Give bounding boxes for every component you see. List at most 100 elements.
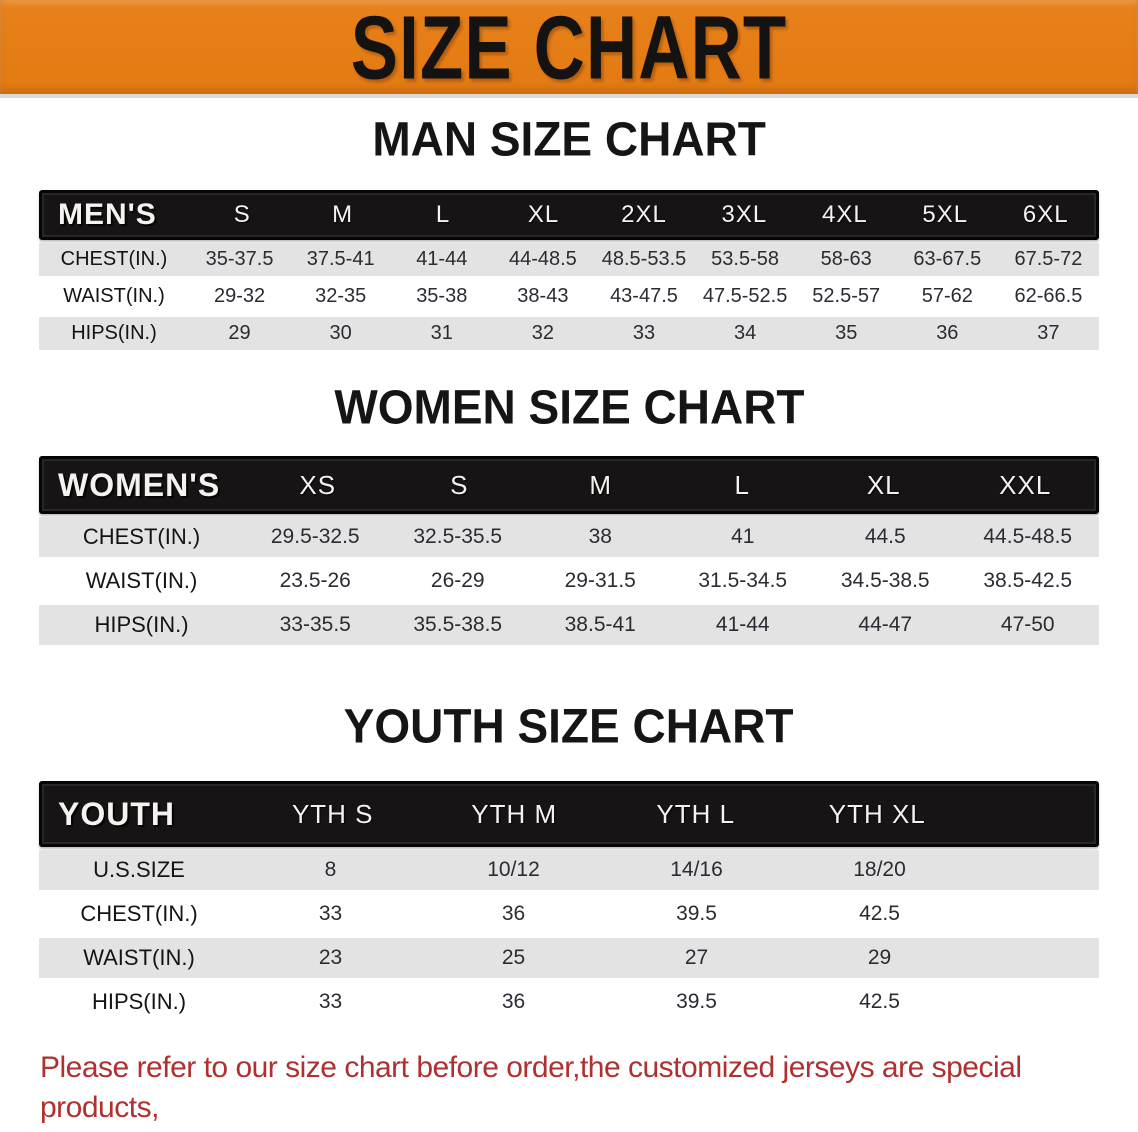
size-value: 36 [501,990,526,1013]
column-header: M [332,201,354,228]
size-value: 47.5-52.5 [702,285,788,307]
row-values: 33-35.5 35.5-38.5 38.5-41 41-44 44-47 47-50 [244,613,1099,637]
table-body: CHEST(IN.) 29.5-32.5 32.5-35.5 38 41 44.5 44.5… [39,517,1099,645]
size-section: WOMEN SIZE CHART WOMEN'S XS S M L XL XXL CHES… [0,381,1138,645]
column-header: 4XL [821,201,868,228]
size-value: 29.5-32.5 [270,525,360,548]
table-header-label: WOMEN'S [58,466,221,503]
column-header: YTH XL [828,798,926,829]
row-label: CHEST(IN.) [82,524,201,549]
row-values: 29.5-32.5 32.5-35.5 38 41 44.5 44.5-48.5 [244,525,1099,549]
size-table: WOMEN'S XS S M L XL XXL CHEST(IN.) 29.5-32.5 32… [39,456,1099,645]
table-header-label: MEN'S [58,198,157,231]
row-label: CHEST(IN.) [80,901,198,926]
row-values: 33 36 39.5 42.5 [239,990,971,1014]
size-value: 37 [1037,322,1060,344]
banner: SIZE CHART [0,0,1138,98]
size-value: 29 [867,946,892,969]
row-label: WAIST(IN.) [85,568,198,593]
size-value: 44-47 [858,613,913,636]
row-values: 33 36 39.5 42.5 [239,902,971,926]
table-row: HIPS(IN.) 33-35.5 35.5-38.5 38.5-41 41-44 44-… [39,605,1099,645]
column-header: XL [866,469,901,500]
size-value: 8 [324,858,337,881]
size-value: 26-29 [430,569,485,592]
row-values: 8 10/12 14/16 18/20 [239,858,971,882]
size-value: 35-38 [416,285,468,307]
disclaimer-line-1: Please refer to our size chart before or… [40,1051,1022,1124]
column-header: XS [299,469,337,500]
column-header: YTH L [656,798,736,829]
table-header-columns: YTH S YTH M YTH L YTH XL [242,799,968,830]
column-header: 6XL [1022,201,1069,228]
size-value: 32.5-35.5 [413,525,503,548]
size-value: 33 [632,322,656,344]
size-section: MAN SIZE CHART MEN'S S M L XL 2XL 3XL 4XL 5XL 6X… [0,114,1138,350]
size-value: 23.5-26 [279,569,351,592]
column-header: XL [527,201,560,228]
size-value: 33 [318,902,343,925]
size-value: 18/20 [853,858,906,881]
size-value: 34.5-38.5 [840,569,930,592]
size-value: 36 [501,902,526,925]
row-label: WAIST(IN.) [63,285,165,307]
column-header: M [589,469,613,500]
column-header: L [734,469,750,500]
size-value: 38 [588,525,612,548]
table-row: CHEST(IN.) 33 36 39.5 42.5 [39,894,1099,934]
column-header: 3XL [721,201,768,228]
size-value: 39.5 [676,990,717,1013]
column-header: 5XL [922,201,969,228]
table-header-label: YOUTH [58,795,175,832]
size-value: 62-66.5 [1014,285,1083,307]
size-value: 30 [329,322,352,344]
row-values: 35-37.5 37.5-41 41-44 44-48.5 48.5-53.5 53.5-… [189,248,1099,271]
size-value: 39.5 [676,902,717,925]
size-section: YOUTH SIZE CHART YOUTH YTH S YTH M YTH L YT… [0,701,1138,1022]
size-value: 47-50 [1000,613,1055,636]
column-header: L [435,201,451,228]
size-value: 33-35.5 [279,613,351,636]
size-value: 44-48.5 [508,248,577,270]
table-header-columns: XS S M L XL XXL [247,470,1096,501]
size-value: 14/16 [670,858,723,881]
column-header: YTH S [291,798,374,829]
size-value: 32-35 [315,285,367,307]
size-value: 52.5-57 [812,285,881,307]
column-header: S [233,201,251,228]
table-row: CHEST(IN.) 29.5-32.5 32.5-35.5 38 41 44.5 44.5… [39,517,1099,557]
column-header: 2XL [621,201,667,228]
size-value: 57-62 [921,285,973,307]
size-sections-container: MAN SIZE CHART MEN'S S M L XL 2XL 3XL 4XL 5XL 6X… [0,114,1138,1022]
size-table: YOUTH YTH S YTH M YTH L YTH XL U.S.SIZE 8 10/… [39,781,1099,1022]
size-value: 41-44 [416,248,468,270]
table-header-row: MEN'S S M L XL 2XL 3XL 4XL 5XL 6XL [39,190,1099,240]
size-value: 41-44 [715,613,770,636]
table-row: HIPS(IN.) 33 36 39.5 42.5 [39,982,1099,1022]
row-label: HIPS(IN.) [71,322,157,344]
section-title: WOMEN SIZE CHART [333,381,805,435]
table-row: WAIST(IN.) 23 25 27 29 [39,938,1099,978]
row-label: CHEST(IN.) [60,248,168,270]
size-value: 34 [733,322,757,344]
size-value: 67.5-72 [1014,248,1083,270]
size-value: 31 [430,322,453,344]
size-value: 37.5-41 [306,248,375,270]
size-value: 38.5-41 [564,613,636,636]
row-label: WAIST(IN.) [83,945,195,970]
row-values: 29-32 32-35 35-38 38-43 43-47.5 47.5-52.5 52.5… [189,285,1099,308]
size-value: 58-63 [820,248,872,270]
size-value: 29-31.5 [564,569,636,592]
row-label: HIPS(IN.) [91,989,187,1014]
size-value: 36 [936,322,959,344]
size-value: 35.5-38.5 [413,613,503,636]
size-value: 48.5-53.5 [601,248,687,270]
row-values: 29 30 31 32 33 34 35 36 37 [189,322,1099,345]
size-value: 35-37.5 [205,248,274,270]
banner-title: SIZE CHART [350,0,788,98]
size-value: 10/12 [487,858,540,881]
size-value: 38.5-42.5 [983,569,1073,592]
table-body: U.S.SIZE 8 10/12 14/16 18/20 CHEST(IN.) 33 36 39… [39,850,1099,1022]
table-row: WAIST(IN.) 23.5-26 26-29 29-31.5 31.5-34.5 34… [39,561,1099,601]
